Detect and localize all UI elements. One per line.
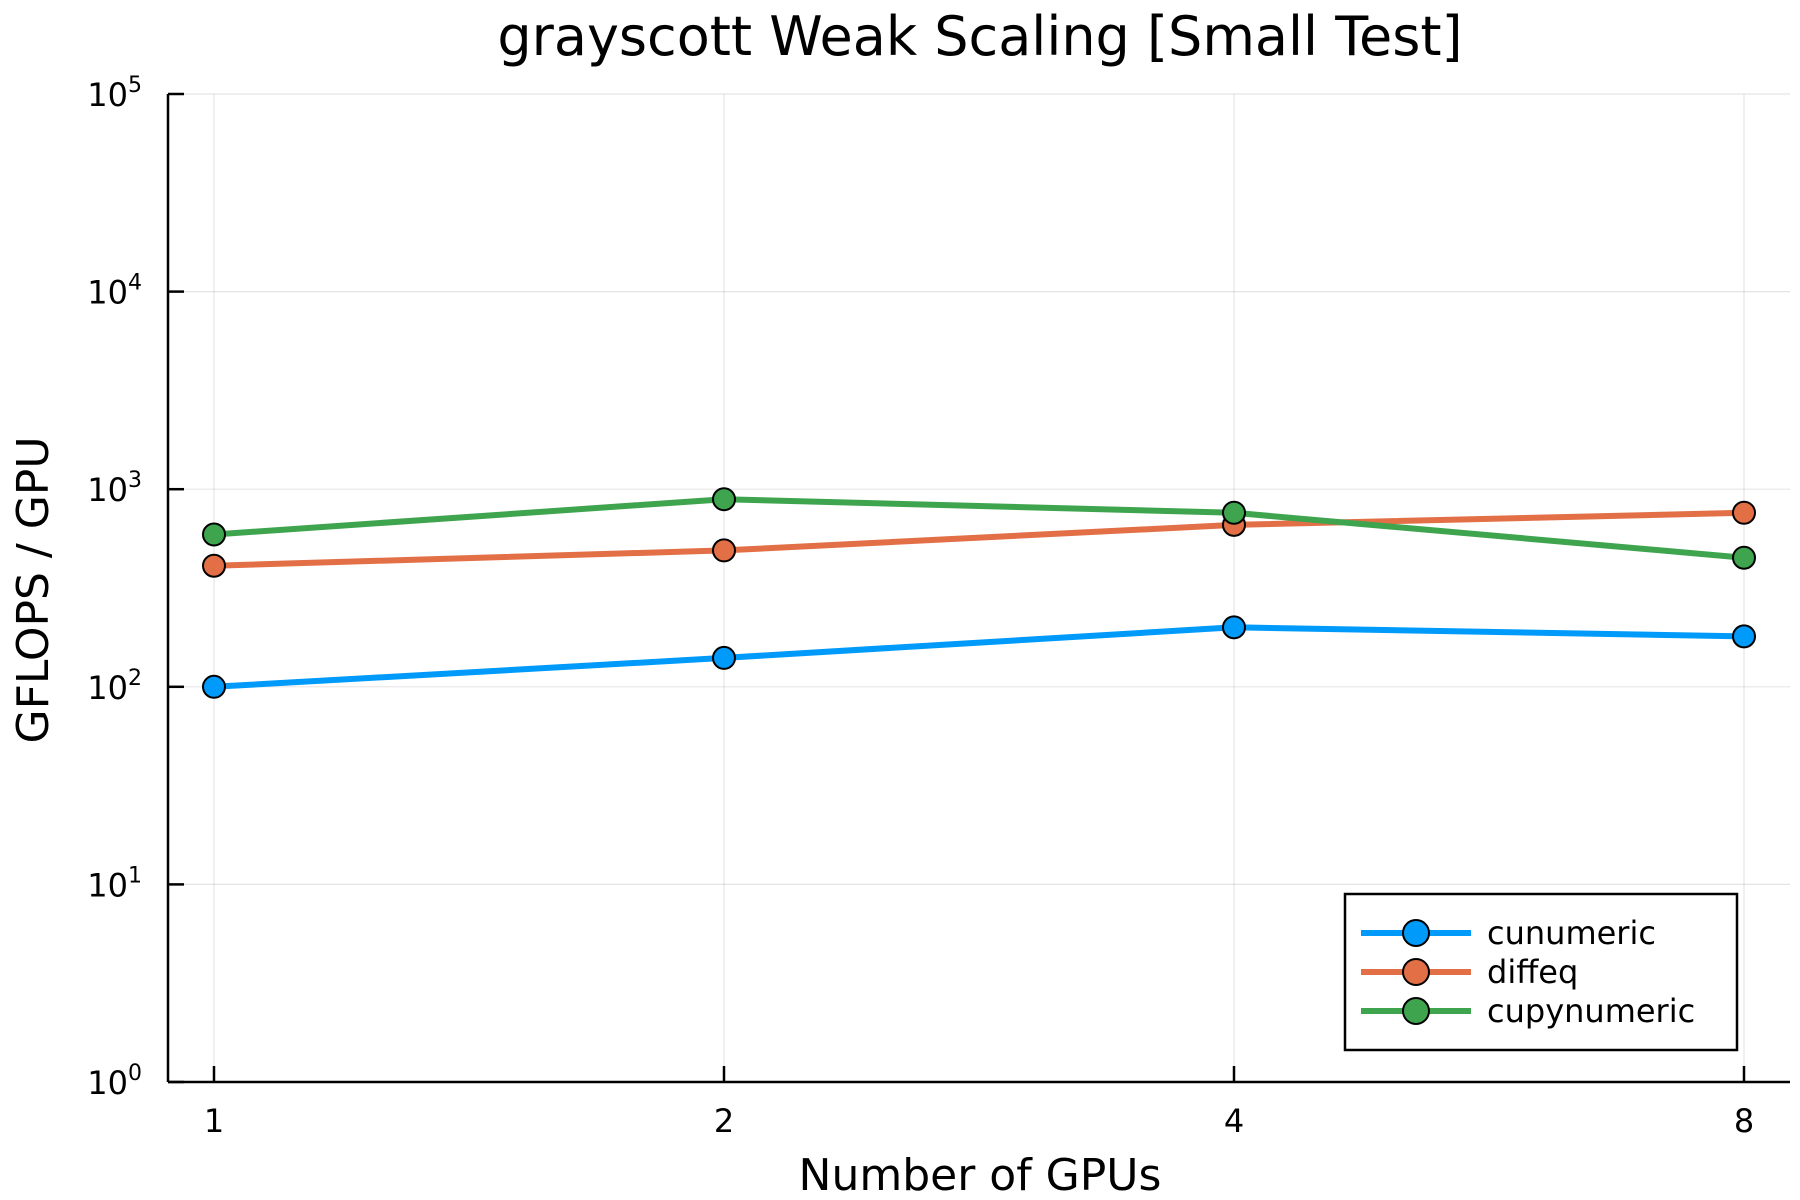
x-tick-label: 2	[714, 1102, 734, 1140]
data-point-cupynumeric	[1222, 500, 1246, 525]
data-point-cunumeric	[712, 645, 736, 670]
legend-label-diffeq: diffeq	[1487, 953, 1578, 991]
series-line-cupynumeric	[213, 496, 1745, 561]
y-tick-label: 102	[87, 666, 142, 707]
series-lines	[213, 496, 1745, 690]
series-markers	[202, 487, 1756, 699]
data-point-diffeq	[1732, 500, 1756, 525]
legend-marker-cupynumeric	[1402, 997, 1430, 1025]
x-tick-label: 8	[1734, 1102, 1754, 1140]
y-tick-label: 100	[87, 1061, 142, 1102]
series-line-diffeq	[213, 509, 1745, 569]
legend-marker-diffeq	[1402, 958, 1430, 986]
y-tick-label: 104	[87, 271, 142, 312]
x-axis-label: Number of GPUs	[799, 1150, 1162, 1200]
data-point-cupynumeric	[1732, 545, 1756, 570]
data-point-diffeq	[712, 538, 736, 563]
data-point-cunumeric	[1222, 615, 1246, 640]
x-tick-labels: 1 2 4 8	[204, 1102, 1754, 1140]
data-point-cupynumeric	[712, 487, 736, 512]
y-tick-label: 103	[87, 468, 142, 509]
y-tick-label: 101	[87, 863, 142, 904]
data-point-cunumeric	[202, 674, 226, 699]
legend-label-cupynumeric: cupynumeric	[1487, 992, 1695, 1030]
x-tick-label: 1	[204, 1102, 224, 1140]
chart-title: grayscott Weak Scaling [Small Test]	[497, 5, 1462, 68]
data-point-cupynumeric	[202, 522, 226, 547]
series-line-cunumeric	[213, 624, 1745, 690]
y-tick-label: 105	[87, 73, 142, 114]
y-tick-labels: 100 101 102 103 104 105	[87, 73, 142, 1102]
data-point-diffeq	[202, 553, 226, 578]
data-point-cunumeric	[1732, 624, 1756, 649]
legend-marker-cunumeric	[1402, 919, 1430, 947]
x-tick-label: 4	[1224, 1102, 1244, 1140]
y-axis-label: GFLOPS / GPU	[8, 436, 59, 743]
axes	[166, 92, 1790, 1084]
legend-label-cunumeric: cunumeric	[1487, 914, 1656, 952]
